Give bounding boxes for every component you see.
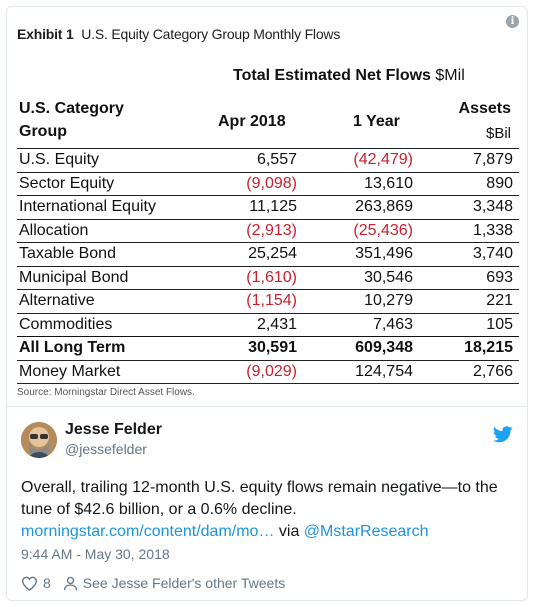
row-name: Allocation bbox=[17, 218, 185, 243]
col-header-category: U.S. Category bbox=[19, 100, 124, 117]
row-assets-value: 105 bbox=[419, 312, 519, 337]
table-row: U.S. Equity 6,557 (42,479) 7,879 bbox=[17, 148, 519, 172]
row-name: All Long Term bbox=[17, 336, 185, 360]
row-year-value: 10,279 bbox=[303, 289, 419, 313]
tweet-actions: 8 See Jesse Felder's other Tweets bbox=[21, 575, 285, 591]
table-row: International Equity 11,125 263,869 3,348 bbox=[17, 195, 519, 219]
tweet-via: via bbox=[274, 523, 304, 540]
table-row: Alternative (1,154) 10,279 221 bbox=[17, 289, 519, 313]
row-apr-value: (9,029) bbox=[185, 359, 303, 384]
twitter-bird-icon[interactable] bbox=[493, 426, 513, 443]
table-row: Commodities 2,431 7,463 105 bbox=[17, 312, 519, 337]
row-apr-value: 25,254 bbox=[185, 242, 303, 266]
row-apr-value: 30,591 bbox=[185, 336, 303, 360]
col-header-category-line2: Group bbox=[19, 123, 67, 140]
like-count[interactable]: 8 bbox=[43, 575, 51, 591]
row-year-value: 7,463 bbox=[303, 312, 419, 337]
row-apr-value: (1,154) bbox=[185, 289, 303, 313]
other-tweets-link[interactable]: See Jesse Felder's other Tweets bbox=[82, 575, 286, 591]
source-note: Source: Morningstar Direct Asset Flows. bbox=[17, 387, 195, 398]
group-header-label: Total Estimated Net Flows bbox=[233, 67, 431, 84]
tweet-text: Overall, trailing 12-month U.S. equity f… bbox=[21, 477, 515, 543]
row-year-value: 351,496 bbox=[303, 242, 419, 266]
avatar[interactable] bbox=[21, 422, 57, 458]
person-icon[interactable] bbox=[63, 576, 78, 591]
row-apr-value: (2,913) bbox=[185, 218, 303, 243]
row-year-value: 13,610 bbox=[303, 171, 419, 196]
row-name: U.S. Equity bbox=[17, 148, 185, 172]
row-name: International Equity bbox=[17, 195, 185, 219]
table-row: Taxable Bond 25,254 351,496 3,740 bbox=[17, 242, 519, 266]
row-name: Alternative bbox=[17, 289, 185, 313]
table-row: All Long Term 30,591 609,348 18,215 bbox=[17, 336, 519, 360]
flows-table: U.S. Equity 6,557 (42,479) 7,879 Sector Equi… bbox=[17, 148, 519, 384]
col-header-year: 1 Year bbox=[353, 113, 400, 130]
row-year-value: (25,436) bbox=[303, 218, 419, 243]
row-apr-value: 6,557 bbox=[185, 148, 303, 172]
col-header-assets-unit: $Bil bbox=[485, 125, 511, 142]
row-year-value: (42,479) bbox=[303, 148, 419, 172]
table-row: Allocation (2,913) (25,436) 1,338 bbox=[17, 218, 519, 243]
user-handle[interactable]: @jessefelder bbox=[65, 441, 147, 457]
row-assets-value: 2,766 bbox=[419, 359, 519, 384]
table-group-header: Total Estimated Net Flows $Mil bbox=[233, 67, 465, 85]
row-assets-value: 3,740 bbox=[419, 242, 519, 266]
info-icon[interactable]: i bbox=[506, 15, 519, 28]
row-apr-value: (1,610) bbox=[185, 265, 303, 290]
row-name: Municipal Bond bbox=[17, 265, 185, 290]
row-name: Sector Equity bbox=[17, 171, 185, 196]
row-year-value: 263,869 bbox=[303, 195, 419, 219]
row-apr-value: (9,098) bbox=[185, 171, 303, 196]
row-name: Commodities bbox=[17, 312, 185, 337]
table-row: Municipal Bond (1,610) 30,546 693 bbox=[17, 265, 519, 290]
row-name: Taxable Bond bbox=[17, 242, 185, 266]
group-header-unit: $Mil bbox=[435, 67, 465, 84]
row-assets-value: 693 bbox=[419, 265, 519, 290]
row-year-value: 30,546 bbox=[303, 265, 419, 290]
table-row: Money Market (9,029) 124,754 2,766 bbox=[17, 359, 519, 384]
row-apr-value: 11,125 bbox=[185, 195, 303, 219]
tweet-mention[interactable]: @MstarResearch bbox=[303, 523, 429, 540]
col-header-assets: Assets bbox=[458, 100, 511, 117]
row-assets-value: 890 bbox=[419, 171, 519, 196]
tweet-body: Jesse Felder @jessefelder Overall, trail… bbox=[7, 408, 527, 600]
tweet-text-content: Overall, trailing 12-month U.S. equity f… bbox=[21, 479, 498, 518]
exhibit-title-text: U.S. Equity Category Group Monthly Flows bbox=[81, 26, 341, 42]
table-row: Sector Equity (9,098) 13,610 890 bbox=[17, 171, 519, 196]
row-year-value: 609,348 bbox=[303, 336, 419, 360]
row-assets-value: 7,879 bbox=[419, 148, 519, 172]
row-assets-value: 18,215 bbox=[419, 336, 519, 360]
col-header-apr: Apr 2018 bbox=[218, 113, 286, 130]
row-name: Money Market bbox=[17, 359, 185, 384]
row-assets-value: 1,338 bbox=[419, 218, 519, 243]
user-name[interactable]: Jesse Felder bbox=[65, 421, 162, 438]
exhibit-title: Exhibit 1 U.S. Equity Category Group Mon… bbox=[17, 26, 340, 42]
row-assets-value: 3,348 bbox=[419, 195, 519, 219]
tweet-timestamp[interactable]: 9:44 AM - May 30, 2018 bbox=[21, 546, 170, 562]
row-apr-value: 2,431 bbox=[185, 312, 303, 337]
heart-icon[interactable] bbox=[21, 576, 38, 591]
row-year-value: 124,754 bbox=[303, 359, 419, 384]
tweet-link[interactable]: morningstar.com/content/dam/mo… bbox=[21, 523, 275, 540]
tweet-media-image[interactable]: i Exhibit 1 U.S. Equity Category Group M… bbox=[7, 7, 527, 407]
embedded-tweet-card: i Exhibit 1 U.S. Equity Category Group M… bbox=[6, 6, 528, 601]
avatar-image-icon bbox=[21, 422, 57, 458]
row-assets-value: 221 bbox=[419, 289, 519, 313]
exhibit-number: Exhibit 1 bbox=[17, 26, 74, 42]
